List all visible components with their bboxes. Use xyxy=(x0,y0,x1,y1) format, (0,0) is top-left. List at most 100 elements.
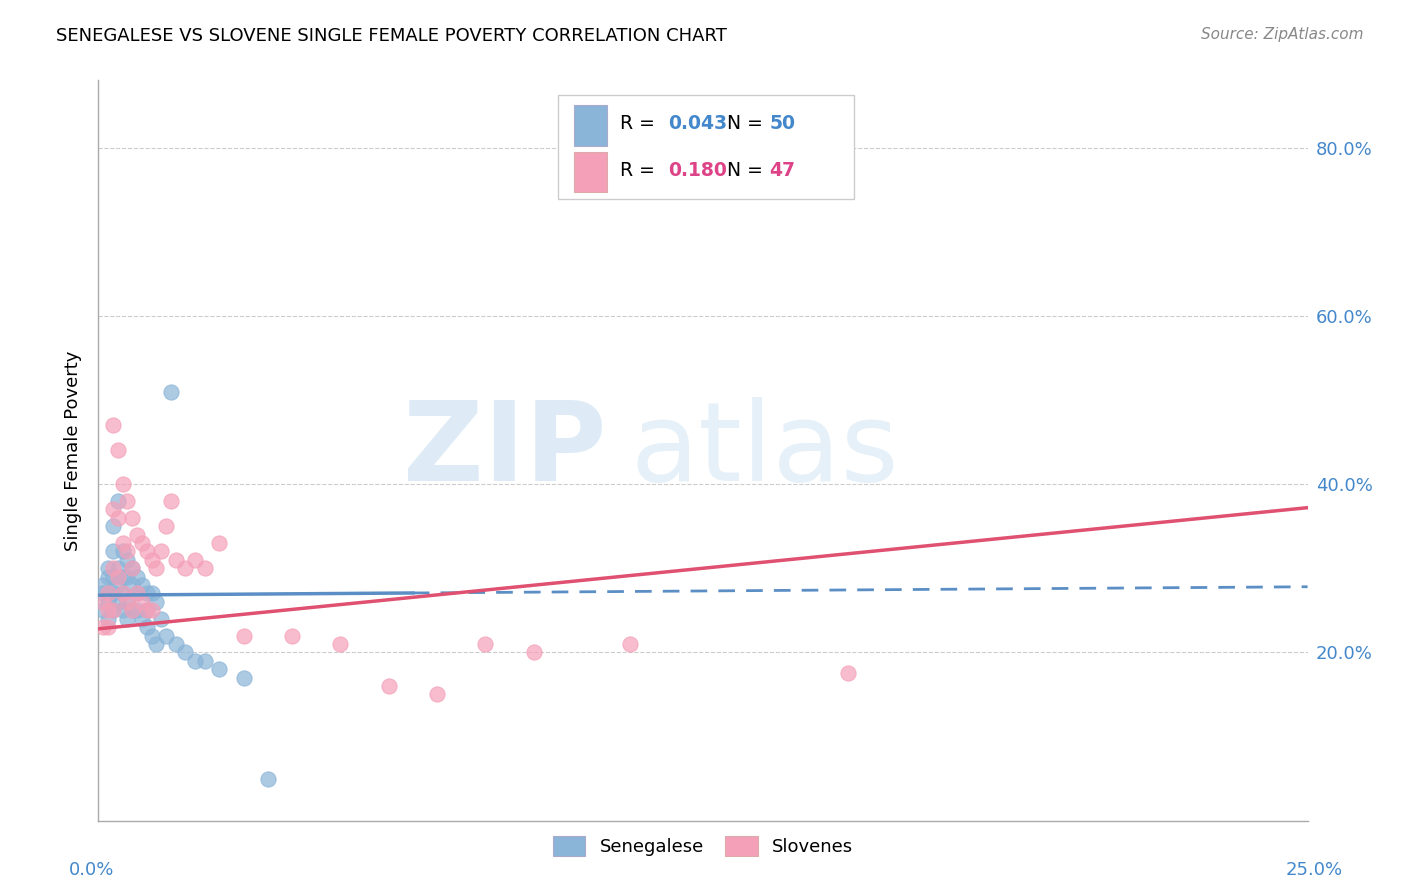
Point xyxy=(329,637,352,651)
Point xyxy=(121,561,143,575)
Point xyxy=(107,569,129,583)
Point xyxy=(160,494,183,508)
Point xyxy=(135,620,157,634)
Point xyxy=(97,603,120,617)
Point xyxy=(111,586,134,600)
Point xyxy=(111,544,134,558)
Text: 25.0%: 25.0% xyxy=(1286,861,1343,879)
Point xyxy=(619,637,641,651)
Point xyxy=(107,494,129,508)
Point xyxy=(160,384,183,399)
Point xyxy=(377,679,399,693)
Point xyxy=(131,612,153,626)
Point xyxy=(150,544,173,558)
Point xyxy=(145,561,167,575)
Point xyxy=(232,628,254,642)
Point xyxy=(523,645,546,659)
Point xyxy=(127,603,149,617)
Text: atlas: atlas xyxy=(630,397,898,504)
Point xyxy=(208,662,231,676)
Point xyxy=(91,586,114,600)
Point xyxy=(174,561,197,575)
Point xyxy=(426,688,449,702)
Point xyxy=(208,536,231,550)
Point xyxy=(131,578,153,592)
Text: R =: R = xyxy=(620,161,661,179)
Point xyxy=(256,772,278,786)
Point xyxy=(135,544,157,558)
Point xyxy=(121,510,143,524)
Point xyxy=(141,586,163,600)
Point xyxy=(91,603,114,617)
Point xyxy=(141,553,163,567)
Point xyxy=(97,561,120,575)
Point xyxy=(111,536,134,550)
Text: 47: 47 xyxy=(769,161,796,179)
Text: ZIP: ZIP xyxy=(404,397,606,504)
Text: 0.043: 0.043 xyxy=(668,114,727,134)
Point xyxy=(145,637,167,651)
Text: 50: 50 xyxy=(769,114,796,134)
Point xyxy=(101,603,124,617)
Point xyxy=(837,666,859,681)
Point xyxy=(101,418,124,433)
Point xyxy=(165,637,187,651)
Point xyxy=(141,603,163,617)
Point xyxy=(117,553,139,567)
Point xyxy=(127,586,149,600)
Point xyxy=(150,612,173,626)
Point xyxy=(155,628,177,642)
Point xyxy=(111,569,134,583)
Text: Source: ZipAtlas.com: Source: ZipAtlas.com xyxy=(1201,27,1364,42)
Point xyxy=(107,443,129,458)
Point xyxy=(121,578,143,592)
Text: 0.0%: 0.0% xyxy=(69,861,114,879)
Text: SENEGALESE VS SLOVENE SINGLE FEMALE POVERTY CORRELATION CHART: SENEGALESE VS SLOVENE SINGLE FEMALE POVE… xyxy=(56,27,727,45)
Point xyxy=(141,628,163,642)
Text: 0.180: 0.180 xyxy=(668,161,727,179)
FancyBboxPatch shape xyxy=(574,105,607,146)
Y-axis label: Single Female Poverty: Single Female Poverty xyxy=(63,351,82,550)
Point xyxy=(135,603,157,617)
Point xyxy=(97,595,120,609)
Point xyxy=(101,586,124,600)
Point xyxy=(111,586,134,600)
Point xyxy=(117,595,139,609)
Point xyxy=(194,654,217,668)
Point xyxy=(232,671,254,685)
Point xyxy=(155,519,177,533)
Point xyxy=(97,586,120,600)
Point xyxy=(97,586,120,600)
Text: N =: N = xyxy=(727,161,769,179)
Point xyxy=(101,569,124,583)
Point xyxy=(91,578,114,592)
Point xyxy=(107,510,129,524)
Point xyxy=(121,603,143,617)
Point xyxy=(97,620,120,634)
Point xyxy=(97,612,120,626)
Point xyxy=(101,561,124,575)
Point xyxy=(127,569,149,583)
Point xyxy=(91,595,114,609)
Legend: Senegalese, Slovenes: Senegalese, Slovenes xyxy=(538,822,868,871)
Point xyxy=(174,645,197,659)
Point xyxy=(184,553,207,567)
Point xyxy=(117,544,139,558)
Point xyxy=(281,628,304,642)
Point xyxy=(97,569,120,583)
Point xyxy=(101,502,124,516)
Point xyxy=(127,586,149,600)
Point xyxy=(135,603,157,617)
Point xyxy=(101,544,124,558)
Point xyxy=(194,561,217,575)
Point xyxy=(117,612,139,626)
FancyBboxPatch shape xyxy=(574,152,607,193)
Point xyxy=(101,519,124,533)
Point xyxy=(121,603,143,617)
Text: N =: N = xyxy=(727,114,769,134)
Point xyxy=(111,603,134,617)
Point xyxy=(165,553,187,567)
Point xyxy=(127,527,149,541)
Point xyxy=(107,578,129,592)
Point xyxy=(184,654,207,668)
